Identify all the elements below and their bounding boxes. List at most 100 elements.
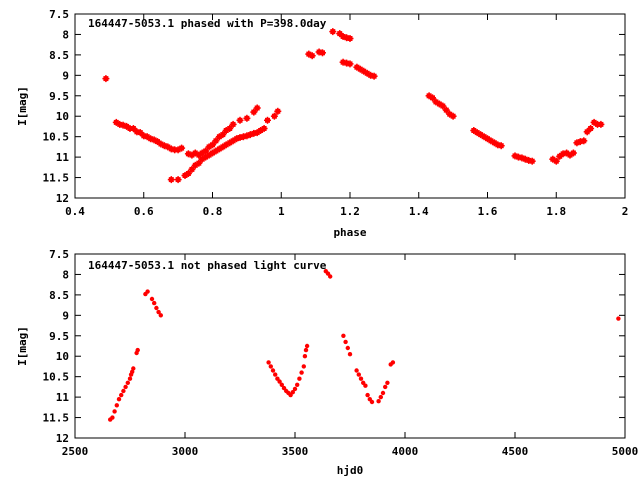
phased-data-point (439, 102, 447, 110)
unphased-data-point-body (154, 305, 159, 311)
unphased-data-point-body (121, 388, 126, 394)
unphased-data-point-body (369, 399, 375, 405)
unphased-data-point-body (299, 370, 304, 375)
unphased-data-point (266, 360, 271, 365)
unphased-x-tick-label: 4000 (392, 445, 419, 458)
phased-y-tick-label: 9.5 (49, 90, 69, 103)
phased-y-axis-title: I[mag] (16, 86, 29, 126)
phased-data-point (219, 131, 227, 139)
unphased-data-point (110, 415, 115, 420)
unphased-data-point-body (376, 399, 381, 404)
phased-data-point (270, 112, 278, 120)
unphased-data-point-body (125, 380, 130, 385)
unphased-data-point-body (303, 347, 309, 353)
phased-data-point (274, 107, 282, 115)
unphased-data-point-body (156, 309, 161, 315)
unphased-data-point-body (385, 380, 390, 385)
unphased-data-point (304, 343, 310, 349)
unphased-data-point-body (390, 360, 396, 365)
unphased-data-point (385, 380, 390, 385)
unphased-data-point (112, 409, 117, 414)
phased-data-point (136, 129, 144, 137)
unphased-data-point-body (358, 376, 364, 381)
unphased-data-point-body (290, 390, 295, 395)
phased-data-point (243, 114, 251, 122)
unphased-data-point (277, 379, 282, 384)
unphased-data-point (328, 274, 333, 279)
phased-data-point (253, 104, 261, 112)
phased-x-tick-label: 0.8 (203, 205, 223, 218)
unphased-y-tick-label: 10.5 (43, 371, 70, 384)
unphased-x-tick-label: 2500 (62, 445, 89, 458)
phased-data-point (178, 144, 186, 152)
phased-y-tick-label: 8.5 (49, 49, 69, 62)
phased-data-point (260, 125, 268, 132)
unphased-data-point (341, 333, 346, 338)
unphased-data-point (119, 392, 124, 398)
unphased-data-point-body (297, 376, 302, 381)
unphased-data-point-body (365, 392, 370, 398)
unphased-data-point-body (119, 392, 124, 398)
phased-panel: 0.4 0.6 0.8 1 1.2 1.4 1.6 1.8 2 7.5 8 8.5 9 9.5 10 10.5… (16, 8, 628, 239)
unphased-data-point-body (292, 386, 298, 392)
phased-data-point (195, 159, 203, 167)
unphased-data-point-body (328, 274, 333, 279)
unphased-data-point-body (149, 296, 155, 302)
phased-x-tick-label: 2 (622, 205, 629, 218)
unphased-data-point-body (363, 383, 368, 388)
phased-y-tick-label: 10 (56, 110, 69, 123)
phased-data-point (174, 176, 182, 184)
phased-y-tick-label: 7.5 (49, 8, 69, 21)
phased-data-point (250, 108, 258, 116)
unphased-data-point (354, 368, 359, 373)
unphased-data-point (356, 372, 361, 377)
phased-data-point (226, 125, 234, 132)
phased-data-points (102, 28, 605, 184)
unphased-data-point (121, 388, 126, 394)
unphased-data-point (295, 382, 300, 387)
unphased-data-point (154, 305, 159, 311)
unphased-data-point-body (616, 316, 621, 321)
unphased-y-tick-label: 8 (62, 268, 69, 281)
unphased-data-point-body (345, 345, 350, 351)
unphased-data-point-body (380, 390, 386, 396)
unphased-y-tick-label: 7.5 (49, 248, 69, 261)
phased-data-point (102, 75, 110, 83)
unphased-data-point (145, 289, 150, 294)
unphased-data-point (290, 390, 295, 395)
phased-data-point (308, 52, 316, 60)
phased-x-tick-label: 1.6 (478, 205, 498, 218)
unphased-y-tick-label: 12 (56, 432, 69, 445)
phased-y-tick-label: 12 (56, 192, 69, 205)
unphased-data-point-body (295, 382, 300, 387)
unphased-data-point (279, 382, 284, 387)
unphased-data-point (123, 384, 128, 390)
phased-x-tick-label: 1.8 (546, 205, 566, 218)
unphased-y-tick-label: 9.5 (49, 330, 69, 343)
unphased-data-point (156, 309, 161, 315)
unphased-plot-frame (74, 253, 626, 439)
unphased-data-point (347, 352, 353, 357)
phased-data-point (264, 116, 271, 124)
phased-data-point (587, 125, 595, 132)
phased-y-tick-label: 9 (62, 69, 69, 82)
unphased-data-point-body (268, 364, 273, 369)
unphased-data-point (380, 390, 386, 396)
phased-data-point (497, 142, 505, 150)
phased-x-tick-label: 1.4 (409, 205, 429, 218)
unphased-data-point-body (383, 384, 388, 390)
unphased-data-point (297, 376, 302, 381)
phased-data-point (202, 147, 210, 155)
unphased-data-point-body (266, 360, 271, 365)
phased-data-point (580, 137, 588, 145)
unphased-data-point-body (131, 366, 136, 371)
phased-x-axis-title: phase (333, 226, 366, 239)
unphased-data-point (131, 366, 136, 371)
unphased-data-point (369, 399, 375, 405)
phased-data-point (346, 35, 354, 42)
unphased-data-point (345, 345, 350, 351)
phased-y-tick-label: 11 (56, 151, 70, 164)
unphased-data-point-body (114, 403, 119, 408)
phased-data-point (129, 125, 137, 132)
